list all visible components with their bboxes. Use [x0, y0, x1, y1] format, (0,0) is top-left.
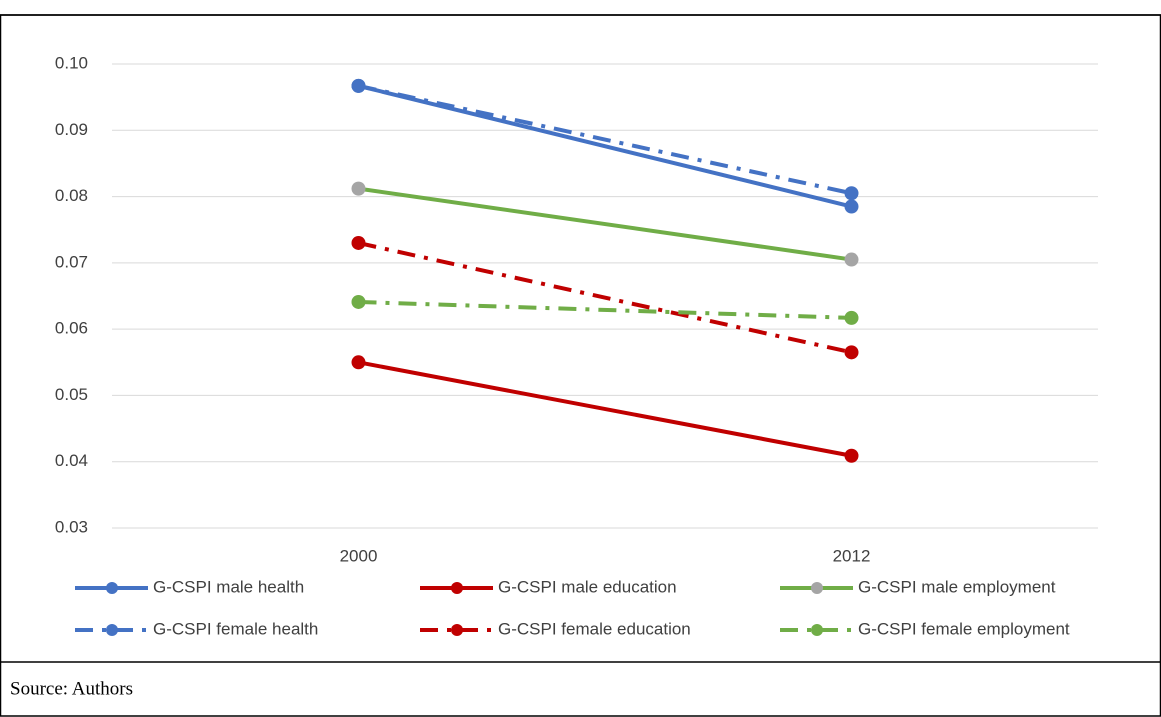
legend-label: G-CSPI male employment	[858, 577, 1056, 596]
source-note: Source: Authors	[10, 678, 133, 699]
frame	[0, 14, 1161, 717]
series-line	[358, 241, 852, 355]
legend-marker	[811, 624, 823, 636]
legend-marker	[451, 624, 463, 636]
legend-label: G-CSPI female health	[153, 619, 318, 638]
y-tick-label: 0.05	[55, 385, 88, 404]
legend-label: G-CSPI female employment	[858, 619, 1070, 638]
data-point	[844, 186, 859, 201]
x-tick-label: 2012	[833, 546, 871, 565]
legend-marker	[811, 582, 823, 594]
data-point	[351, 294, 366, 309]
data-point	[351, 181, 366, 196]
series-line	[358, 360, 852, 458]
data-point	[351, 78, 366, 93]
y-tick-label: 0.09	[55, 120, 88, 139]
series-line	[358, 299, 852, 320]
x-tick-label: 2000	[340, 546, 378, 565]
series-line	[358, 83, 852, 209]
y-tick-label: 0.06	[55, 319, 88, 338]
data-point	[844, 199, 859, 214]
data-point	[844, 252, 859, 267]
data-point	[351, 235, 366, 250]
legend-marker	[106, 624, 118, 636]
series-line	[358, 186, 852, 262]
legend-label: G-CSPI male education	[498, 577, 677, 596]
data-point	[844, 310, 859, 325]
data-point	[844, 448, 859, 463]
legend-marker	[106, 582, 118, 594]
data-point	[351, 355, 366, 370]
y-tick-label: 0.03	[55, 517, 88, 536]
y-tick-label: 0.08	[55, 186, 88, 205]
legend-marker	[451, 582, 463, 594]
y-tick-label: 0.10	[55, 53, 88, 72]
series-line	[358, 83, 852, 196]
y-tick-label: 0.07	[55, 252, 88, 271]
legend-label: G-CSPI female education	[498, 619, 691, 638]
y-tick-label: 0.04	[55, 451, 88, 470]
legend-label: G-CSPI male health	[153, 577, 304, 596]
data-point	[844, 345, 859, 360]
